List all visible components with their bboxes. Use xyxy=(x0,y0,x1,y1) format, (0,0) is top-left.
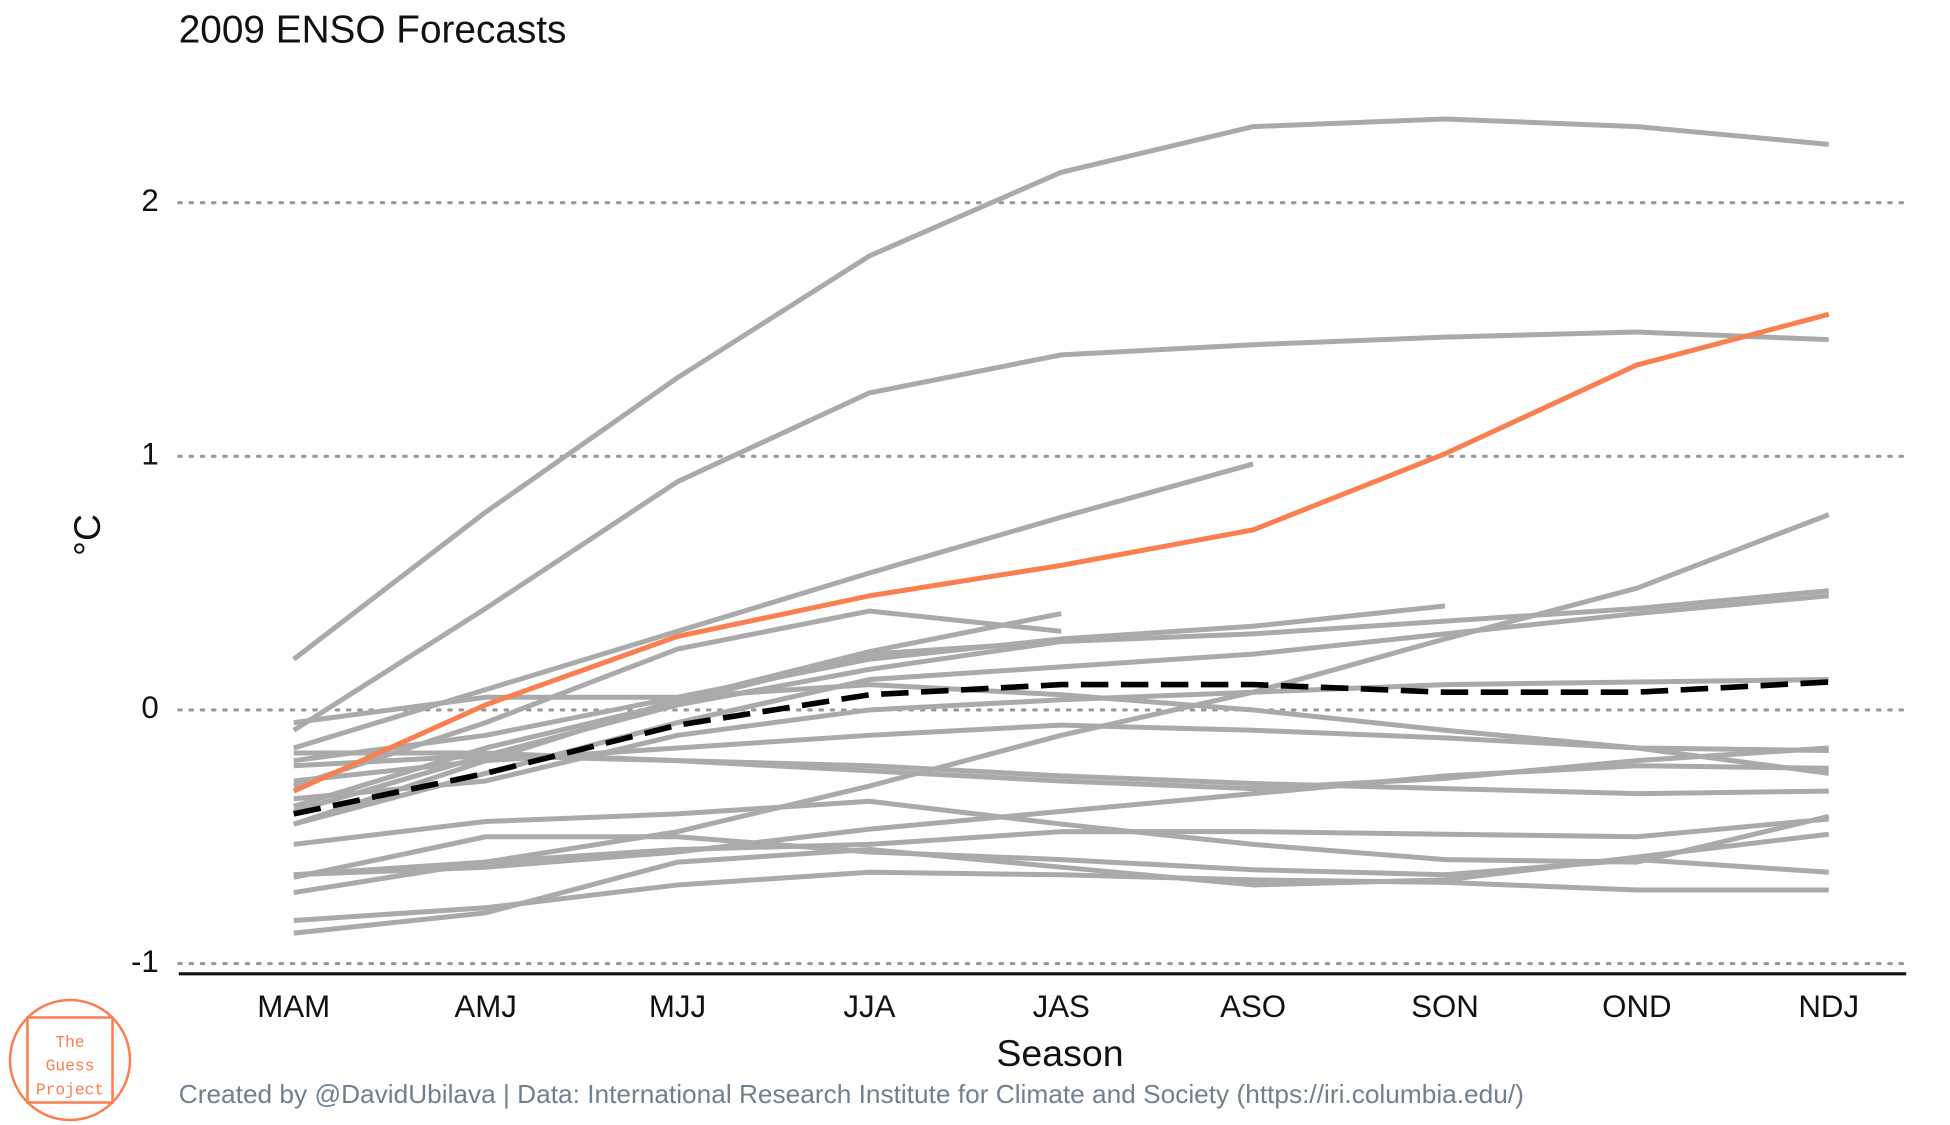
series-line xyxy=(293,816,1829,878)
series-line xyxy=(293,869,1829,923)
y-tick-label: 2 xyxy=(141,183,158,218)
series-line xyxy=(293,798,1830,865)
x-tick-label: JAS xyxy=(1033,989,1090,1024)
series-line xyxy=(293,588,1829,809)
logo-text: The xyxy=(55,1033,84,1052)
series-line xyxy=(293,679,1829,817)
x-tick-label: MJJ xyxy=(649,989,706,1024)
x-tick-label: NDJ xyxy=(1798,989,1859,1024)
series-line xyxy=(293,682,1829,754)
x-tick-label: JJA xyxy=(843,989,895,1024)
y-tick-label: 1 xyxy=(141,437,158,472)
logo-circle xyxy=(8,998,132,1122)
series-line xyxy=(293,512,1830,896)
logo-text: Guess xyxy=(46,1057,95,1076)
series-line xyxy=(293,603,1446,764)
x-tick-label: AMJ xyxy=(454,989,517,1024)
caption: Created by @DavidUbilava | Data: Interna… xyxy=(179,1079,1524,1109)
chart-title: 2009 ENSO Forecasts xyxy=(179,9,567,52)
logo-square xyxy=(26,1016,114,1104)
x-tick-label: ASO xyxy=(1220,989,1286,1024)
x-tick-label: MAM xyxy=(257,989,330,1024)
series-line xyxy=(293,831,1830,936)
lines xyxy=(292,116,1830,936)
series-line xyxy=(293,763,1829,878)
y-tick-label: 0 xyxy=(141,690,158,725)
series-line xyxy=(292,608,1062,789)
x-tick-label: SON xyxy=(1411,989,1479,1024)
series-line xyxy=(292,311,1830,794)
x-axis-label: Season xyxy=(996,1032,1123,1074)
y-tick-label: -1 xyxy=(131,944,159,979)
series-line xyxy=(293,677,1829,802)
series-line xyxy=(292,116,1829,662)
x-tick-label: OND xyxy=(1602,989,1671,1024)
logo: The Guess Project xyxy=(8,998,132,1122)
series-line xyxy=(292,329,1829,733)
y-axis-label: °C xyxy=(66,514,108,556)
logo-text: Project xyxy=(36,1080,104,1099)
